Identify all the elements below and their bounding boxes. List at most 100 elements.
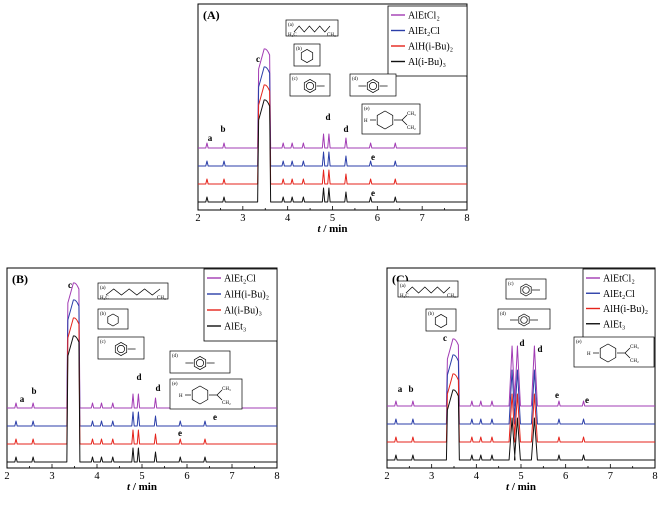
structure-octane-label: (a)	[100, 286, 106, 291]
structure-toluene-aromatic	[306, 82, 314, 90]
peak-label-e: e	[213, 412, 217, 422]
legend-entry: AlEt₃	[603, 319, 625, 330]
trace-alhibu	[387, 373, 655, 443]
legend-entry: AlEt₂Cl	[224, 274, 256, 285]
structure-cyclohexane-label: (b)	[296, 47, 302, 52]
structure-limonene-h: H	[179, 394, 183, 399]
structure-limonene-ch3: CH₃	[222, 387, 231, 392]
x-tick-label: 6	[563, 471, 568, 482]
legend-entry: AlH(i-Bu)₂	[603, 304, 648, 315]
structure-p-xylene-ring	[518, 313, 530, 327]
x-tick-label: 6	[375, 213, 380, 224]
structure-limonene-ch2: CH₂	[630, 359, 639, 364]
structure-cyclohexane-label: (b)	[428, 312, 434, 317]
peak-label-c: c	[256, 54, 260, 64]
peak-label-b: b	[220, 124, 225, 134]
structure-limonene-box	[361, 103, 421, 135]
trace-alhibu	[198, 84, 467, 185]
structure-limonene-vinyl-down	[401, 119, 408, 126]
structure-p-xylene-label: (d)	[352, 77, 358, 82]
x-tick-label: 8	[274, 471, 279, 482]
peak-label-d: d	[343, 124, 348, 134]
legend-box	[203, 268, 278, 342]
x-tick-label: 6	[184, 471, 189, 482]
peak-label-c: c	[68, 280, 72, 290]
structure-limonene-h: H	[364, 119, 368, 124]
panel-1: 2 3 4 5 6 7 8 t / min (B) ab c d d e e AlEt₂Cl AlH(i-Bu)…	[4, 267, 280, 493]
peak-label-e: e	[585, 395, 589, 405]
trace-aletcl	[387, 354, 655, 425]
structure-limonene-vinyl-up	[624, 347, 631, 354]
x-tick-label: 2	[195, 213, 200, 224]
structure-limonene-ch3: CH₃	[630, 345, 639, 350]
structure-octane-methyl-left: H₃C	[288, 33, 297, 38]
structure-octane-box	[397, 280, 459, 298]
x-axis-label: t / min	[506, 481, 536, 493]
structure-limonene-box	[573, 336, 655, 368]
peak-label-c: c	[443, 333, 447, 343]
structure-limonene-vinyl-up	[216, 389, 223, 396]
trace-aletcl	[387, 338, 655, 407]
trace-alibu	[7, 317, 277, 445]
x-tick-label: 8	[464, 213, 469, 224]
x-tick-label: 4	[474, 471, 480, 482]
structure-octane-box	[97, 282, 169, 300]
structure-cyclohexane-box	[425, 308, 457, 332]
peak-label-b: b	[31, 386, 36, 396]
legend-entry: AlEt₃	[224, 322, 246, 333]
x-tick-label: 7	[608, 471, 613, 482]
structure-limonene-box	[169, 378, 243, 410]
peak-label-a: a	[398, 384, 403, 394]
structure-p-xylene-box	[349, 73, 397, 97]
panel-label: (B)	[12, 272, 28, 286]
x-tick-label: 3	[49, 471, 54, 482]
x-tick-label: 8	[652, 471, 657, 482]
peak-label-e: e	[371, 188, 375, 198]
legend-entry: Al(i-Bu)₃	[224, 306, 262, 317]
structure-cyclohexane-box	[293, 43, 321, 67]
x-tick-label: 4	[285, 213, 291, 224]
structure-cyclohexane-label: (b)	[100, 312, 106, 317]
structure-limonene-label: (e)	[576, 340, 582, 345]
peak-label-d: d	[325, 112, 330, 122]
structure-octane-methyl-right: CH₃	[157, 296, 166, 301]
structure-toluene-label: (c)	[100, 340, 106, 345]
peak-label-a: a	[20, 394, 25, 404]
legend-entry: AlEt₂Cl	[603, 289, 635, 300]
structure-limonene-label: (e)	[364, 107, 370, 112]
structure-p-xylene-box	[169, 350, 231, 374]
panel-0: 2 3 4 5 6 7 8 t / min (A) ab c d d e e AlEtCl₂ AlEt₂Cl Al…	[195, 3, 470, 235]
trace-aletcl	[198, 48, 467, 149]
legend-entry: AlH(i-Bu)₂	[408, 42, 453, 53]
structure-p-xylene-ring	[193, 355, 207, 371]
structure-p-xylene-aromatic	[369, 82, 377, 90]
legend-entry: Al(i-Bu)₃	[408, 57, 446, 68]
structure-toluene-ring	[303, 78, 317, 94]
structure-cyclohexane-box	[97, 308, 129, 330]
structure-octane-label: (a)	[400, 284, 406, 289]
structure-limonene-ch3: CH₃	[407, 112, 416, 117]
structure-toluene-box	[289, 73, 331, 97]
structure-p-xylene-aromatic	[196, 359, 204, 367]
trace-alet	[7, 335, 277, 463]
structure-cyclohexane-ring	[107, 313, 119, 327]
peak-label-d: d	[537, 344, 542, 354]
structure-octane-label: (a)	[288, 23, 294, 28]
panel-2: 2 3 4 5 6 7 8t / min(C)a bc dde eAlEtCl₂AlEt₂ClAl…	[384, 267, 658, 493]
x-axis-label: t / min	[318, 223, 348, 235]
structure-octane-chain	[105, 288, 161, 296]
x-tick-label: 7	[420, 213, 425, 224]
peak-label-d: d	[136, 372, 141, 382]
x-tick-label: 5	[139, 471, 144, 482]
structure-toluene-aromatic	[522, 286, 530, 294]
structure-limonene-ch2: CH₂	[222, 401, 231, 406]
peak-label-d: d	[519, 338, 524, 348]
x-tick-label: 5	[330, 213, 335, 224]
structure-cyclohexane-ring	[300, 48, 314, 64]
trace-alet	[387, 389, 655, 461]
structure-p-xylene-aromatic	[520, 316, 528, 324]
panel-label: (A)	[203, 8, 220, 22]
legend-entry: AlH(i-Bu)₂	[224, 290, 269, 301]
structure-limonene-label: (e)	[172, 382, 178, 387]
